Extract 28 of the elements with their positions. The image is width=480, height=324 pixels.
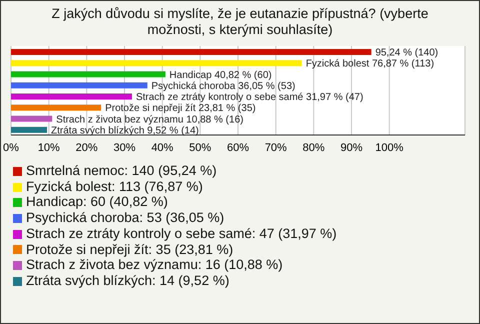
x-tick-label: 40% [151, 142, 174, 154]
x-tick-label: 80% [302, 142, 325, 154]
legend-label: Fyzická bolest: 113 (76,87 %) [26, 178, 203, 194]
data-label: 95,24 % (140) [375, 48, 438, 58]
x-tick-label: 100% [375, 142, 404, 154]
legend-label: Strach z života bez významu: 16 (10,88 %) [26, 257, 283, 272]
x-tick-label: 0% [3, 142, 20, 154]
data-label: Strach ze ztráty kontroly o sebe samé 31,97 % (47) [136, 92, 364, 103]
data-label: Handicap 40,82 % (60) [169, 70, 272, 81]
legend-label: Protože si nepřeji žít: 35 (23,81 %) [26, 242, 234, 257]
legend-label: Psychická choroba: 53 (36,05 %) [26, 210, 224, 226]
legend-label: Ztráta svých blízkých: 14 (9,52 %) [26, 272, 230, 288]
data-label: Ztráta svých blízkých 9,52 % (14) [51, 125, 199, 136]
x-tick-label: 90% [340, 142, 363, 154]
chart-title: Z jakých důvodu si myslíte, že je eutanazie přípustná? (vyberte možnosti, s kterými souhlasíte) [50, 5, 430, 38]
x-tick-label: 30% [113, 142, 136, 154]
data-label: Fyzická bolest 76,87 % (113) [306, 58, 434, 70]
data-label: Strach z života bez významu 10,88 % (16) [56, 114, 244, 126]
legend-label: Smrtelná nemoc: 140 (95,24 %) [26, 163, 217, 178]
data-label: Psychická choroba 36,05 % (53) [151, 80, 296, 92]
x-tick-label: 70% [264, 142, 288, 154]
x-tick-label: 50% [189, 142, 212, 154]
x-tick-label: 60% [226, 142, 250, 154]
legend-label: Handicap: 60 (40,82 %) [26, 194, 168, 210]
legend-label: Strach ze ztráty kontroly o sebe samé: 47 (31,97 %) [26, 226, 337, 241]
data-label: Protože si nepřeji žít 23,81 % (35) [105, 103, 256, 114]
x-tick-label: 10% [38, 142, 60, 154]
x-tick-label: 20% [76, 142, 98, 154]
